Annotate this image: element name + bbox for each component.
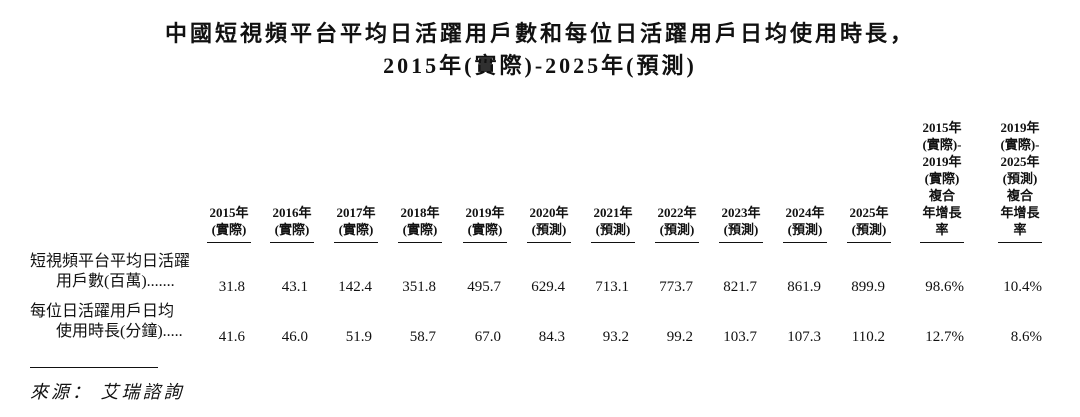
header-underline: 2023年 (預測) (719, 204, 763, 243)
column-header: 2015年 (實際)- 2019年 (實際) 複合年增長率 (912, 119, 972, 243)
cell: 46.0 (281, 329, 308, 345)
cell: 713.1 (595, 279, 629, 295)
header-line: 2018年 (400, 205, 440, 220)
header-underline: 2021年 (預測) (591, 204, 635, 243)
cell: 98.6% (925, 279, 964, 295)
header-underline: 2015年 (實際)- 2019年 (實際) 複合年增長率 (920, 119, 964, 243)
cell: 861.9 (787, 279, 821, 295)
header-line: 2021年 (593, 205, 633, 220)
cell: 67.0 (474, 329, 501, 345)
title-line: 中國短視頻平台平均日活躍用戶數和每位日活躍用戶日均使用時長， (164, 21, 915, 46)
header-line: 2019年 (465, 205, 505, 220)
header-line: (實際) (924, 171, 960, 186)
cell: 93.2 (602, 329, 629, 345)
header-line: (實際) (211, 222, 247, 237)
cell: 84.3 (538, 329, 565, 345)
cell: 51.9 (345, 329, 372, 345)
column-header: 2016年 (實際) (262, 204, 322, 243)
header-line: (預測) (595, 222, 631, 237)
cell: 58.7 (409, 329, 436, 345)
cell: 103.7 (723, 329, 757, 345)
row-label: 使用時長(分鐘)..... (56, 323, 183, 340)
header-line: 2025年 (1000, 154, 1040, 169)
column-header: 2025年 (預測) (839, 204, 899, 243)
header-underline: 2019年 (實際)- 2025年 (預測) 複合年增長率 (998, 119, 1042, 243)
source: 來源： 艾瑞諮詢 (30, 378, 185, 404)
header-line: 2025年 (849, 205, 889, 220)
cell: 12.7% (925, 329, 964, 345)
header-underline: 2019年 (實際) (463, 204, 507, 243)
header-line: (實際) (338, 222, 374, 237)
row-label: 每位日活躍用戶日均 (30, 303, 175, 320)
header-line: 2016年 (272, 205, 312, 220)
cell: 629.4 (531, 279, 565, 295)
header-line: 2023年 (721, 205, 761, 220)
header-line: 2019年 (1000, 120, 1040, 135)
column-header: 2020年 (預測) (519, 204, 579, 243)
header-underline: 2020年 (預測) (527, 204, 571, 243)
header-underline: 2017年 (實際) (334, 204, 378, 243)
column-header: 2024年 (預測) (775, 204, 835, 243)
cell: 773.7 (659, 279, 693, 295)
header-line: 複合 (1006, 188, 1033, 203)
source-label: 來源： (30, 382, 93, 402)
header-underline: 2024年 (預測) (783, 204, 827, 243)
column-header: 2023年 (預測) (711, 204, 771, 243)
cell: 821.7 (723, 279, 757, 295)
header-line: 2024年 (785, 205, 825, 220)
column-header: 2018年 (實際) (390, 204, 450, 243)
row-label: 短視頻平台平均日活躍 (30, 253, 191, 270)
header-line: (預測) (851, 222, 887, 237)
column-header: 2021年 (預測) (583, 204, 643, 243)
header-underline: 2018年 (實際) (398, 204, 442, 243)
source-rule (30, 367, 158, 368)
header-line: (實際)- (1000, 137, 1040, 152)
column-header: 2017年 (實際) (326, 204, 386, 243)
column-header: 2019年 (實際)- 2025年 (預測) 複合年增長率 (990, 119, 1050, 243)
header-underline: 2022年 (預測) (655, 204, 699, 243)
header-line: (預測) (787, 222, 823, 237)
header-line: (實際) (402, 222, 438, 237)
cell: 43.1 (281, 279, 308, 295)
cell: 142.4 (338, 279, 372, 295)
header-line: 2015年 (209, 205, 249, 220)
column-header: 2019年 (實際) (455, 204, 515, 243)
header-line: (實際) (467, 222, 503, 237)
cell: 31.8 (218, 279, 245, 295)
cell: 110.2 (851, 329, 885, 345)
header-line: (實際)- (922, 137, 962, 152)
header-line: (預測) (531, 222, 567, 237)
header-underline: 2025年 (預測) (847, 204, 891, 243)
title-line: 2015年(實際)-2025年(預測) (383, 53, 697, 78)
cell: 10.4% (1003, 279, 1042, 295)
column-header: 2022年 (預測) (647, 204, 707, 243)
header-line: (預測) (723, 222, 759, 237)
row-label: 用戶數(百萬)....... (56, 273, 175, 290)
header-line: 年增長率 (922, 205, 962, 237)
cell: 107.3 (787, 329, 821, 345)
cell: 351.8 (402, 279, 436, 295)
cell: 899.9 (851, 279, 885, 295)
cell: 495.7 (467, 279, 501, 295)
source-text: 艾瑞諮詢 (100, 382, 185, 402)
header-line: (預測) (1002, 171, 1038, 186)
header-line: 年增長率 (1000, 205, 1040, 237)
cell: 99.2 (666, 329, 693, 345)
column-header: 2015年 (實際) (199, 204, 259, 243)
header-line: 2020年 (529, 205, 569, 220)
header-line: 複合 (928, 188, 955, 203)
cell: 41.6 (218, 329, 245, 345)
header-line: 2022年 (657, 205, 697, 220)
header-line: 2019年 (922, 154, 962, 169)
header-line: (實際) (274, 222, 310, 237)
header-underline: 2015年 (實際) (207, 204, 251, 243)
header-underline: 2016年 (實際) (270, 204, 314, 243)
header-line: 2015年 (922, 120, 962, 135)
cell: 8.6% (1010, 329, 1042, 345)
header-line: 2017年 (336, 205, 376, 220)
header-line: (預測) (659, 222, 695, 237)
